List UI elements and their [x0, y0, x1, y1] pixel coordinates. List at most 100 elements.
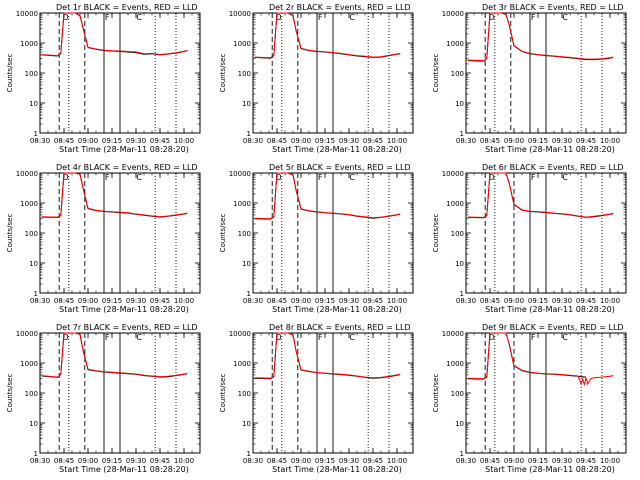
x-tick-label: 08:45 [54, 457, 74, 465]
y-axis-label: Counts/sec [432, 374, 440, 413]
event-marker-label: D [63, 173, 69, 182]
detector-panel: Det 4r BLACK = Events, RED = LLD 1 10 100 10… [6, 163, 201, 314]
x-tick-label: 10:00 [600, 137, 620, 145]
event-marker-label: C [349, 13, 355, 22]
y-tick-label: 10000 [16, 330, 38, 338]
x-tick-label: 09:00 [78, 297, 98, 305]
event-marker-label: D [63, 333, 69, 342]
event-marker-label: D [489, 173, 495, 182]
x-tick-label: 10:00 [174, 457, 194, 465]
x-tick-label: 08:30 [30, 137, 50, 145]
x-tick-label: 09:30 [552, 137, 572, 145]
detector-panel: Det 3r BLACK = Events, RED = LLD 1 10 100 10… [432, 3, 627, 154]
chart-title: Det 8r BLACK = Events, RED = LLD [269, 323, 411, 332]
x-tick-label: 09:15 [102, 457, 122, 465]
chart-title: Det 1r BLACK = Events, RED = LLD [56, 3, 198, 12]
x-tick-label: 09:00 [504, 297, 524, 305]
x-tick-label: 08:45 [54, 297, 74, 305]
event-marker-label: D [276, 173, 282, 182]
y-tick-label: 10 [242, 100, 251, 108]
x-axis-label: Start Time (28-Mar-11 08:28:20) [485, 465, 615, 474]
y-tick-label: 1000 [20, 360, 38, 368]
y-tick-label: 100 [238, 70, 251, 78]
y-tick-label: 10000 [229, 10, 251, 18]
y-axis-label: Counts/sec [6, 214, 14, 253]
series-line-lld [254, 172, 401, 220]
y-tick-label: 10 [455, 100, 464, 108]
x-tick-label: 08:30 [243, 137, 263, 145]
event-marker-label: C [136, 333, 142, 342]
y-tick-label: 100 [238, 230, 251, 238]
event-marker-label: D [489, 13, 495, 22]
event-marker-label: C [349, 333, 355, 342]
y-tick-label: 1 [34, 290, 38, 298]
x-tick-label: 09:15 [315, 137, 335, 145]
chart-title: Det 2r BLACK = Events, RED = LLD [269, 3, 411, 12]
x-tick-label: 08:30 [456, 297, 476, 305]
x-tick-label: 09:45 [363, 457, 383, 465]
series-line-lld [467, 332, 614, 386]
x-axis-label: Start Time (28-Mar-11 08:28:20) [59, 465, 189, 474]
chart-title: Det 5r BLACK = Events, RED = LLD [269, 163, 411, 172]
x-tick-label: 08:45 [480, 137, 500, 145]
y-tick-label: 1000 [20, 200, 38, 208]
y-tick-label: 1 [247, 130, 251, 138]
event-marker-label: F [105, 173, 110, 182]
detector-panel: Det 6r BLACK = Events, RED = LLD 1 10 100 10… [432, 163, 627, 314]
event-marker-label: C [136, 13, 142, 22]
x-tick-label: 08:45 [267, 457, 287, 465]
y-tick-label: 1000 [446, 40, 464, 48]
y-tick-label: 1 [34, 450, 38, 458]
x-tick-label: 09:45 [150, 297, 170, 305]
x-axis-label: Start Time (28-Mar-11 08:28:20) [485, 305, 615, 314]
y-tick-label: 10000 [229, 170, 251, 178]
y-tick-label: 1000 [233, 40, 251, 48]
y-tick-label: 10 [455, 260, 464, 268]
y-tick-label: 100 [25, 230, 38, 238]
x-tick-label: 09:45 [576, 297, 596, 305]
y-axis-label: Counts/sec [432, 54, 440, 93]
x-axis-label: Start Time (28-Mar-11 08:28:20) [272, 305, 402, 314]
x-tick-label: 09:45 [150, 137, 170, 145]
event-marker-label: D [489, 333, 495, 342]
x-tick-label: 09:15 [315, 457, 335, 465]
y-tick-label: 10000 [442, 330, 464, 338]
y-tick-label: 1 [460, 450, 464, 458]
x-tick-label: 09:45 [363, 137, 383, 145]
x-tick-label: 10:00 [600, 457, 620, 465]
event-marker-label: F [531, 173, 536, 182]
y-tick-label: 1000 [233, 200, 251, 208]
x-tick-label: 08:45 [480, 297, 500, 305]
x-tick-label: 09:30 [339, 297, 359, 305]
x-tick-label: 09:30 [126, 297, 146, 305]
x-tick-label: 09:30 [126, 457, 146, 465]
event-marker-label: F [318, 13, 323, 22]
y-axis-label: Counts/sec [219, 214, 227, 253]
x-tick-label: 08:45 [267, 297, 287, 305]
y-tick-label: 10000 [16, 10, 38, 18]
x-tick-label: 10:00 [387, 137, 407, 145]
y-tick-label: 10000 [16, 170, 38, 178]
series-line-lld [254, 332, 401, 379]
y-tick-label: 1 [247, 450, 251, 458]
y-tick-label: 1000 [20, 40, 38, 48]
detector-panel: Det 7r BLACK = Events, RED = LLD 1 10 100 10… [6, 323, 201, 474]
y-tick-label: 100 [238, 390, 251, 398]
series-line-lld [41, 172, 188, 218]
x-tick-label: 09:00 [291, 137, 311, 145]
x-tick-label: 09:45 [150, 457, 170, 465]
detector-panel: Det 8r BLACK = Events, RED = LLD 1 10 100 10… [219, 323, 414, 474]
detector-panel: Det 9r BLACK = Events, RED = LLD 1 10 100 10… [432, 323, 627, 474]
x-tick-label: 09:15 [102, 137, 122, 145]
y-tick-label: 10000 [442, 10, 464, 18]
y-tick-label: 1 [460, 130, 464, 138]
x-tick-label: 10:00 [600, 297, 620, 305]
x-tick-label: 09:30 [339, 137, 359, 145]
detector-panel: Det 1r BLACK = Events, RED = LLD 1 10 100 10… [6, 3, 201, 154]
x-tick-label: 10:00 [387, 297, 407, 305]
y-tick-label: 1000 [233, 360, 251, 368]
y-tick-label: 100 [451, 70, 464, 78]
x-tick-label: 09:45 [576, 457, 596, 465]
x-axis-label: Start Time (28-Mar-11 08:28:20) [485, 145, 615, 154]
y-tick-label: 10 [242, 420, 251, 428]
